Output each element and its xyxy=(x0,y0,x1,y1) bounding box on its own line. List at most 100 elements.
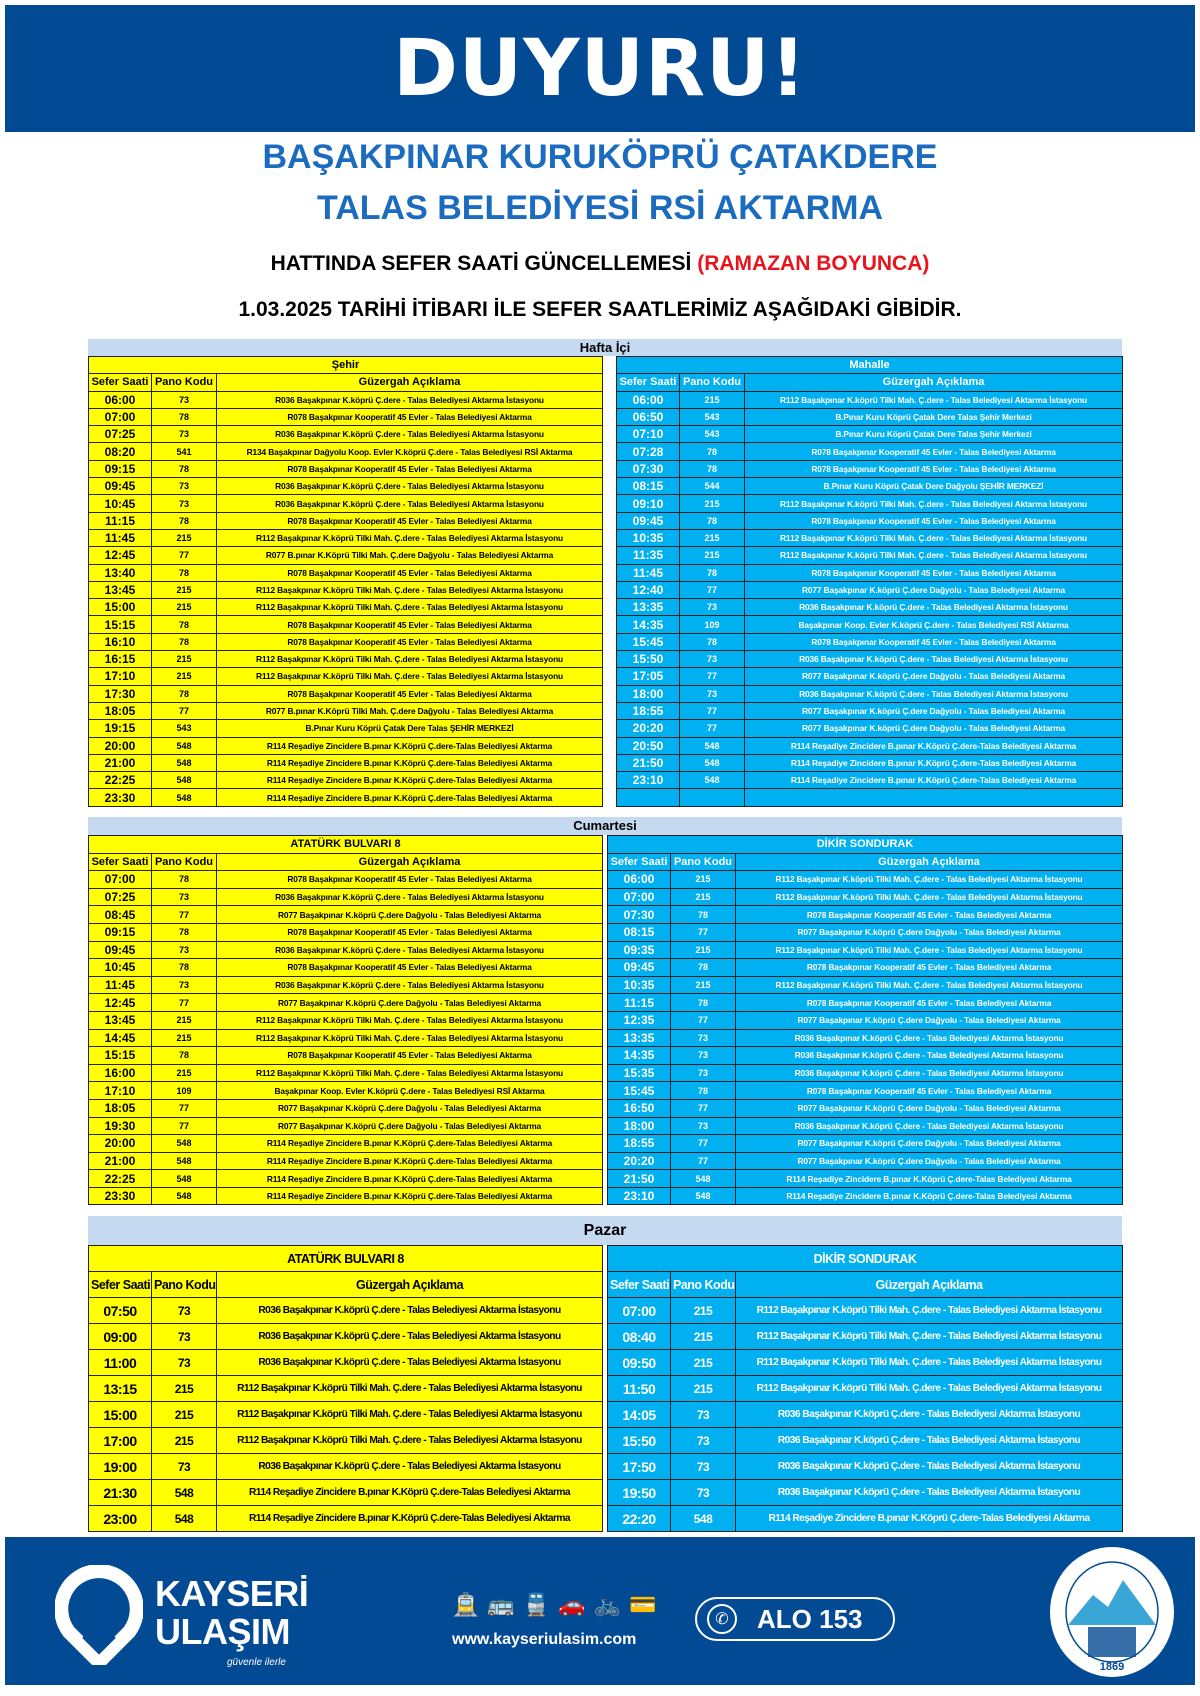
route-description: R112 Başakpınar K.köprü Tilki Mah. Ç.der… xyxy=(734,940,1124,960)
route-code: 73 xyxy=(670,1479,736,1506)
table-row: 15:45 78 R078 Başakpınar Kooperatif 45 Evl… xyxy=(607,1081,1124,1100)
route-code: 77 xyxy=(679,667,745,686)
table-row: 17:05 77 R077 Başakpınar K.köprü Ç.dere Da… xyxy=(616,667,1124,686)
group-header-row: ATATÜRK BULVARI 8 xyxy=(87,835,604,854)
departure-time: 10:35 xyxy=(616,528,680,548)
route-code: 78 xyxy=(679,511,745,530)
departure-time: 18:05 xyxy=(88,1098,152,1118)
departure-time: 07:00 xyxy=(607,1297,671,1324)
route-description: R112 Başakpınar K.köprü Tilki Mah. Ç.der… xyxy=(215,667,604,686)
table-row: 15:50 73 R036 Başakpınar K.köprü Ç.dere - … xyxy=(607,1427,1124,1454)
route-code: 73 xyxy=(679,650,745,669)
route-code: 543 xyxy=(679,407,745,427)
route-description: R112 Başakpınar K.köprü Tilki Mah. Ç.der… xyxy=(734,1349,1124,1376)
route-code: 548 xyxy=(151,1169,217,1188)
table-row: 22:25 548 R114 Reşadiye Zincidere B.pınar … xyxy=(88,771,604,790)
departure-time: 17:50 xyxy=(607,1453,671,1480)
table-row: 11:15 78 R078 Başakpınar Kooperatif 45 Evl… xyxy=(88,511,604,530)
route-code: 109 xyxy=(679,615,745,634)
route-code: 77 xyxy=(679,719,745,738)
departure-time-header: Sefer Saati xyxy=(607,852,671,872)
route-description: R077 Başakpınar K.köprü Ç.dere Dağyolu -… xyxy=(734,922,1124,942)
website-link[interactable]: www.kayseriulasim.com xyxy=(452,1631,637,1648)
route-description: R114 Reşadiye Zincidere B.pınar K.Köprü … xyxy=(215,753,604,773)
table-row: 13:40 78 R078 Başakpınar Kooperatif 45 Evl… xyxy=(88,563,604,582)
route-code: 215 xyxy=(679,494,745,513)
route-code: 73 xyxy=(670,1046,736,1065)
departure-time: 22:20 xyxy=(607,1505,671,1532)
route-description: R036 Başakpınar K.köprü Ç.dere - Talas B… xyxy=(215,940,604,960)
departure-time-header: Sefer Saati xyxy=(616,373,680,392)
departure-time: 07:00 xyxy=(88,870,152,889)
departure-time: 13:45 xyxy=(88,1010,152,1030)
hotline-badge[interactable]: ✆ ALO 153 xyxy=(695,1597,895,1641)
route-description: R114 Reşadiye Zincidere B.pınar K.Köprü … xyxy=(215,1169,604,1188)
table-row: 07:50 73 R036 Başakpınar K.köprü Ç.dere - … xyxy=(88,1297,603,1324)
group-header-row: ATATÜRK BULVARI 8 xyxy=(88,1245,603,1272)
departure-time: 10:45 xyxy=(88,494,152,513)
route-code: 77 xyxy=(151,1116,217,1136)
departure-time: 07:00 xyxy=(607,887,671,907)
route-code: 78 xyxy=(151,684,217,703)
departure-time: 12:45 xyxy=(88,546,152,565)
table-row: 09:45 78 R078 Başakpınar Kooperatif 45 Evl… xyxy=(607,958,1124,977)
route-code: 78 xyxy=(151,870,217,889)
section-title: Pazar xyxy=(88,1216,1122,1245)
departure-time: 09:15 xyxy=(88,459,152,479)
stop-group-title: Şehir xyxy=(87,355,604,375)
table-row: 17:50 73 R036 Başakpınar K.köprü Ç.dere - … xyxy=(607,1453,1124,1480)
departure-time: 21:00 xyxy=(88,753,152,773)
route-code: 78 xyxy=(670,993,736,1012)
table-row: 16:15 215 R112 Başakpınar K.köprü Tilki Ma… xyxy=(88,650,604,669)
route-code: 215 xyxy=(670,1349,736,1376)
table-row: 13:45 215 R112 Başakpınar K.köprü Tilki Ma… xyxy=(88,580,604,600)
departure-time: 18:00 xyxy=(607,1116,671,1136)
route-description: R112 Başakpınar K.köprü Tilki Mah. Ç.der… xyxy=(215,1010,604,1030)
departure-time: 11:45 xyxy=(88,975,152,995)
route-description: R112 Başakpınar K.köprü Tilki Mah. Ç.der… xyxy=(743,390,1124,409)
left-schedule-table: ATATÜRK BULVARI 8 Sefer Saati Pano Kodu Güz… xyxy=(87,835,604,1206)
departure-time: 18:05 xyxy=(88,701,152,721)
table-row: 10:35 215 R112 Başakpınar K.köprü Tilki Ma… xyxy=(607,975,1124,995)
route-code: 215 xyxy=(151,528,217,548)
departure-time: 23:30 xyxy=(88,1186,152,1206)
departure-time: 15:45 xyxy=(616,632,680,652)
route-description: R114 Reşadiye Zincidere B.pınar K.Köprü … xyxy=(215,1151,604,1171)
route-code: 73 xyxy=(151,1349,217,1376)
route-description: R078 Başakpınar Kooperatif 45 Evler - Ta… xyxy=(743,563,1124,582)
route-description: R036 Başakpınar K.köprü Ç.dere - Talas B… xyxy=(734,1453,1124,1480)
table-row: 18:05 77 R077 Başakpınar K.köprü Ç.dere Da… xyxy=(88,1098,604,1118)
departure-time: 08:20 xyxy=(88,442,152,461)
departure-time: 13:45 xyxy=(88,580,152,600)
route-code: 73 xyxy=(670,1028,736,1048)
route-code: 215 xyxy=(670,870,736,889)
departure-time: 16:00 xyxy=(88,1063,152,1083)
route-description: R112 Başakpınar K.köprü Tilki Mah. Ç.der… xyxy=(215,598,604,617)
table-row: 16:10 78 R078 Başakpınar Kooperatif 45 Evl… xyxy=(88,632,604,652)
route-code: 215 xyxy=(670,1375,736,1402)
table-row: 22:20 548 R114 Reşadiye Zincidere B.pınar … xyxy=(607,1505,1124,1532)
departure-time: 19:15 xyxy=(88,719,152,738)
route-code: 78 xyxy=(151,615,217,634)
route-description: R077 Başakpınar K.köprü Ç.dere Dağyolu -… xyxy=(743,580,1124,600)
route-code: 77 xyxy=(670,1134,736,1153)
table-row: 13:35 73 R036 Başakpınar K.köprü Ç.dere - … xyxy=(607,1028,1124,1048)
departure-time: 09:00 xyxy=(88,1323,152,1350)
departure-time: 20:00 xyxy=(88,1134,152,1153)
ramadan-note: (RAMAZAN BOYUNCA) xyxy=(697,252,930,275)
route-code: 78 xyxy=(151,632,217,652)
table-row: 09:10 215 R112 Başakpınar K.köprü Tilki Ma… xyxy=(616,494,1124,513)
route-description: R078 Başakpınar Kooperatif 45 Evler - Ta… xyxy=(215,922,604,942)
schedule-section-weekday: Hafta İçi Şehir Sefer Saati Pano Kodu Güzerg… xyxy=(87,339,1124,807)
route-description: R036 Başakpınar K.köprü Ç.dere - Talas B… xyxy=(215,975,604,995)
section-title: Cumartesi xyxy=(88,817,1122,835)
route-code: 548 xyxy=(151,1505,217,1532)
brand-name-line-2: ULAŞIM xyxy=(155,1611,291,1652)
table-row: 21:50 548 R114 Reşadiye Zincidere B.pınar … xyxy=(607,1169,1124,1188)
section-title: Hafta İçi xyxy=(88,339,1122,356)
park-and-ride-icon: 🚗 xyxy=(558,1592,586,1617)
route-description: Başakpınar Koop. Evler K.köprü Ç.dere - … xyxy=(743,615,1124,634)
departure-time: 14:45 xyxy=(88,1028,152,1048)
route-description: R078 Başakpınar Kooperatif 45 Evler - Ta… xyxy=(215,459,604,479)
route-code: 548 xyxy=(670,1186,736,1206)
